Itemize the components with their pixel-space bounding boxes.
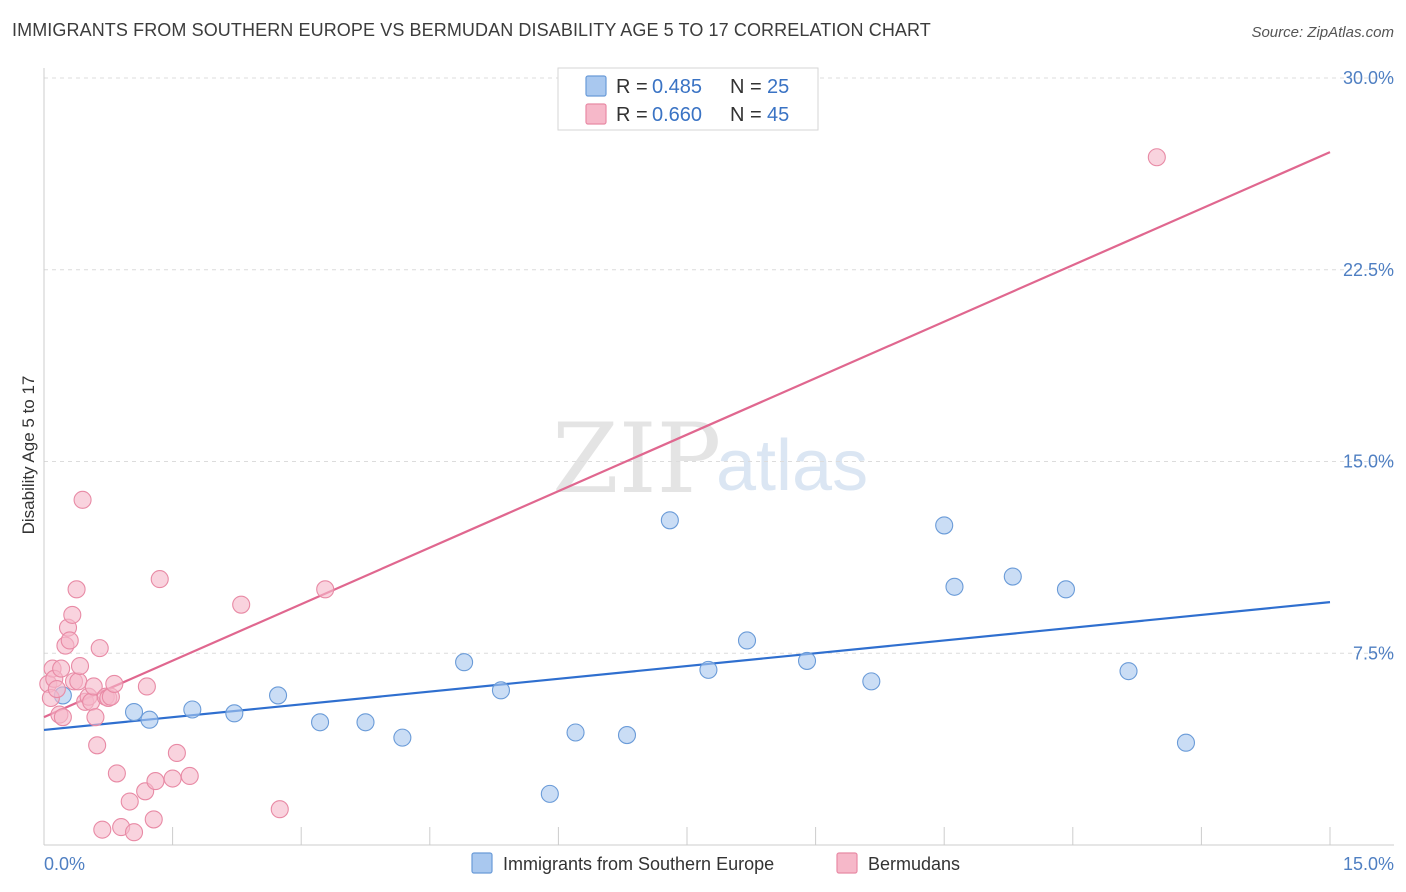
axes <box>43 68 1394 846</box>
point-bermudans-23 <box>90 639 109 658</box>
point-southern-europe-7 <box>356 713 375 732</box>
point-bermudans-20 <box>84 677 103 696</box>
point-bermudans-37 <box>150 570 169 589</box>
legend-n-label-2: N = <box>730 104 762 126</box>
point-southern-europe-5 <box>269 686 288 705</box>
point-bermudans-22 <box>88 736 107 755</box>
point-southern-europe-21 <box>1003 567 1022 586</box>
legend-swatch-immigrants <box>471 852 493 874</box>
trend-lines <box>43 151 1331 732</box>
y-tick-label-3: 30.0% <box>1343 68 1394 88</box>
point-southern-europe-18 <box>862 672 881 691</box>
point-southern-europe-15 <box>699 660 718 679</box>
correlation-legend: R = 0.485 N = 25 R = 0.660 N = 45 <box>557 67 819 131</box>
legend-r-value-1: 0.485 <box>652 76 702 98</box>
point-bermudans-38 <box>163 769 182 788</box>
point-southern-europe-6 <box>311 713 330 732</box>
legend-n-value-2: 45 <box>767 104 789 126</box>
point-bermudans-16 <box>73 490 92 509</box>
point-southern-europe-3 <box>183 700 202 719</box>
point-southern-europe-12 <box>566 723 585 742</box>
series-legend: Immigrants from Southern Europe Bermudan… <box>471 852 960 874</box>
point-bermudans-13 <box>67 580 86 599</box>
point-southern-europe-19 <box>935 516 954 535</box>
point-bermudans-43 <box>316 580 335 599</box>
legend-swatch-bermudans <box>585 103 607 125</box>
point-southern-europe-17 <box>797 651 817 670</box>
legend-n-value-1: 25 <box>767 76 789 98</box>
point-southern-europe-1 <box>124 703 144 722</box>
point-southern-europe-13 <box>617 726 637 745</box>
watermark-zip: ZIP <box>552 403 721 515</box>
point-southern-europe-4 <box>225 704 244 723</box>
point-bermudans-42 <box>270 800 289 819</box>
point-southern-europe-2 <box>140 710 159 729</box>
point-southern-europe-24 <box>1176 733 1196 752</box>
point-bermudans-10 <box>60 631 79 650</box>
watermark: ZIP atlas <box>552 403 868 515</box>
trend-line-bermudans <box>43 151 1331 719</box>
point-southern-europe-14 <box>660 511 679 530</box>
point-bermudans-31 <box>120 792 139 811</box>
point-bermudans-40 <box>180 766 199 786</box>
point-bermudans-7 <box>53 708 72 727</box>
x-tick-label-max: 15.0% <box>1343 854 1394 874</box>
watermark-atlas: atlas <box>716 426 868 506</box>
point-bermudans-39 <box>167 743 186 763</box>
point-bermudans-41 <box>232 595 251 614</box>
legend-r-value-2: 0.660 <box>652 104 702 126</box>
point-bermudans-34 <box>137 677 156 696</box>
point-bermudans-14 <box>69 672 88 691</box>
source-label: Source: ZipAtlas.com <box>1251 24 1394 41</box>
point-bermudans-32 <box>124 823 144 842</box>
trend-line-southern-europe <box>43 601 1331 732</box>
point-southern-europe-23 <box>1119 662 1138 681</box>
grid-lines <box>44 77 1394 654</box>
legend-swatch-southern-europe <box>585 75 607 97</box>
point-bermudans-11 <box>63 605 82 624</box>
y-axis-label: Disability Age 5 to 17 <box>19 376 38 535</box>
legend-n-label-1: N = <box>730 76 762 98</box>
point-bermudans-24 <box>93 820 112 839</box>
data-points <box>39 148 1196 842</box>
point-bermudans-36 <box>146 772 165 791</box>
point-bermudans-21 <box>86 708 105 727</box>
point-southern-europe-11 <box>540 784 559 803</box>
point-bermudans-4 <box>47 679 66 699</box>
legend-r-label-2: R = <box>616 104 648 126</box>
point-southern-europe-20 <box>945 577 964 596</box>
legend-r-label-1: R = <box>616 76 648 98</box>
chart-title: IMMIGRANTS FROM SOUTHERN EUROPE VS BERMU… <box>12 20 931 40</box>
y-tick-label-1: 15.0% <box>1343 452 1394 472</box>
point-bermudans-6 <box>52 659 71 678</box>
point-southern-europe-22 <box>1056 580 1075 599</box>
tick-labels: 7.5% 15.0% 22.5% 30.0% <box>1343 68 1394 663</box>
point-southern-europe-9 <box>455 653 474 672</box>
legend-swatch-bermudans-bottom <box>836 852 858 874</box>
point-bermudans-44 <box>1147 148 1166 167</box>
y-tick-label-2: 22.5% <box>1343 260 1394 280</box>
x-tick-label-min: 0.0% <box>44 854 85 874</box>
point-bermudans-29 <box>107 764 126 783</box>
point-southern-europe-8 <box>393 728 412 747</box>
legend-label-immigrants: Immigrants from Southern Europe <box>503 854 774 874</box>
point-bermudans-35 <box>144 810 163 829</box>
point-southern-europe-16 <box>737 631 757 650</box>
y-tick-label-0: 7.5% <box>1353 643 1394 663</box>
point-southern-europe-10 <box>491 681 511 700</box>
point-bermudans-15 <box>70 656 90 676</box>
legend-label-bermudans: Bermudans <box>868 854 960 874</box>
point-bermudans-28 <box>105 674 124 693</box>
